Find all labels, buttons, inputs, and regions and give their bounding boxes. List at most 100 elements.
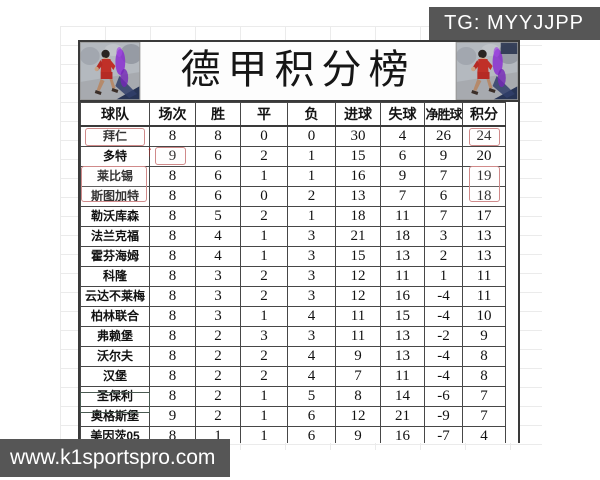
lost-cell: 3 xyxy=(287,225,336,247)
title-row: 德甲积分榜 xyxy=(80,42,518,102)
lost-cell: 2 xyxy=(287,185,336,207)
points-cell: 9 xyxy=(462,325,506,347)
col-header-goal-diff: 净胜球 xyxy=(424,102,463,127)
played-cell: 8 xyxy=(149,225,196,247)
goals-for-cell: 7 xyxy=(335,365,381,387)
goals-against-cell: 7 xyxy=(380,185,425,207)
lost-cell: 3 xyxy=(287,285,336,307)
goals-for-cell: 9 xyxy=(335,345,381,367)
goal-diff-cell: 7 xyxy=(424,205,463,227)
team-cell: 汉堡 xyxy=(80,365,150,387)
goal-diff-cell: 26 xyxy=(424,125,463,147)
goals-against-cell: 9 xyxy=(380,165,425,187)
goals-against-cell: 16 xyxy=(380,285,425,307)
table-row: 斯图加特 8 6 0 2 13 7 6 18 xyxy=(80,185,506,207)
goals-against-cell: 11 xyxy=(380,205,425,227)
points-cell: 13 xyxy=(462,245,506,267)
won-cell: 4 xyxy=(195,225,241,247)
goals-for-cell: 8 xyxy=(335,385,381,407)
goals-against-cell: 11 xyxy=(380,265,425,287)
drawn-cell: 1 xyxy=(240,245,288,267)
points-cell: 7 xyxy=(462,405,506,427)
team-cell: 勒沃库森 xyxy=(80,205,150,227)
table-row: 沃尔夫 8 2 2 4 9 13 -4 8 xyxy=(80,345,506,367)
points-cell: 10 xyxy=(462,305,506,327)
table-row: 霍芬海姆 8 4 1 3 15 13 2 13 xyxy=(80,245,506,267)
team-cell: 莱比锡 xyxy=(80,165,150,187)
team-cell: 云达不莱梅 xyxy=(80,285,150,307)
goal-diff-cell: 3 xyxy=(424,225,463,247)
lost-cell: 3 xyxy=(287,265,336,287)
lost-cell: 6 xyxy=(287,405,336,427)
won-cell: 3 xyxy=(195,305,241,327)
table-row: 拜仁 8 8 0 0 30 4 26 24 xyxy=(80,125,506,147)
goals-for-cell: 11 xyxy=(335,325,381,347)
points-cell: 20 xyxy=(462,145,506,167)
played-cell: 8 xyxy=(149,345,196,367)
goal-diff-cell: -7 xyxy=(424,425,463,443)
page-title: 德甲积分榜 xyxy=(180,47,416,92)
points-cell: 24 xyxy=(462,125,506,147)
drawn-cell: 1 xyxy=(240,385,288,407)
lost-cell: 4 xyxy=(287,345,336,367)
won-cell: 6 xyxy=(195,145,241,167)
table-row: 勒沃库森 8 5 2 1 18 11 7 17 xyxy=(80,205,506,227)
lost-cell: 4 xyxy=(287,305,336,327)
col-header-goals-for: 进球 xyxy=(335,102,381,127)
played-cell: 8 xyxy=(149,305,196,327)
goal-diff-cell: 7 xyxy=(424,165,463,187)
standings-table-block: 德甲积分榜 球队 场次 胜 平 负 进球 失球 净胜球 xyxy=(78,40,520,443)
goals-for-cell: 30 xyxy=(335,125,381,147)
won-cell: 2 xyxy=(195,325,241,347)
basketball-player-image-left xyxy=(80,42,141,100)
table-row: 圣保利 8 2 1 5 8 14 -6 7 xyxy=(80,385,506,407)
team-cell: 圣保利 xyxy=(80,385,150,407)
table-row: 柏林联合 8 3 1 4 11 15 -4 10 xyxy=(80,305,506,327)
goal-diff-cell: -4 xyxy=(424,305,463,327)
played-cell: 8 xyxy=(149,245,196,267)
won-cell: 3 xyxy=(195,265,241,287)
drawn-cell: 0 xyxy=(240,125,288,147)
lost-cell: 4 xyxy=(287,365,336,387)
lost-cell: 1 xyxy=(287,165,336,187)
goals-for-cell: 12 xyxy=(335,265,381,287)
won-cell: 8 xyxy=(195,125,241,147)
played-cell: 8 xyxy=(149,385,196,407)
drawn-cell: 3 xyxy=(240,325,288,347)
drawn-cell: 2 xyxy=(240,285,288,307)
goals-for-cell: 18 xyxy=(335,205,381,227)
col-header-lost: 负 xyxy=(287,102,336,127)
table-row: 汉堡 8 2 2 4 7 11 -4 8 xyxy=(80,365,506,387)
drawn-cell: 2 xyxy=(240,345,288,367)
goals-against-cell: 6 xyxy=(380,145,425,167)
goal-diff-cell: -2 xyxy=(424,325,463,347)
played-cell: 8 xyxy=(149,265,196,287)
lost-cell: 6 xyxy=(287,425,336,443)
goal-diff-cell: 6 xyxy=(424,185,463,207)
standings-table: 球队 场次 胜 平 负 进球 失球 净胜球 积分 拜仁 8 8 0 0 30 4… xyxy=(80,102,506,443)
team-cell: 霍芬海姆 xyxy=(80,245,150,267)
played-cell: 8 xyxy=(149,325,196,347)
table-body: 拜仁 8 8 0 0 30 4 26 24 多特 9 6 2 1 15 6 9 … xyxy=(80,125,506,443)
goal-diff-cell: 1 xyxy=(424,265,463,287)
drawn-cell: 1 xyxy=(240,165,288,187)
drawn-cell: 2 xyxy=(240,265,288,287)
col-header-won: 胜 xyxy=(195,102,241,127)
won-cell: 3 xyxy=(195,285,241,307)
team-cell: 弗赖堡 xyxy=(80,325,150,347)
played-cell: 8 xyxy=(149,125,196,147)
goal-diff-cell: -4 xyxy=(424,345,463,367)
col-header-drawn: 平 xyxy=(240,102,288,127)
table-row: 美因茨05 8 1 1 6 9 16 -7 4 xyxy=(80,425,506,443)
goals-against-cell: 11 xyxy=(380,365,425,387)
goals-for-cell: 15 xyxy=(335,245,381,267)
goals-against-cell: 4 xyxy=(380,125,425,147)
site-watermark-badge: www.k1sportspro.com xyxy=(0,439,231,477)
lost-cell: 5 xyxy=(287,385,336,407)
col-header-played: 场次 xyxy=(149,102,196,127)
won-cell: 6 xyxy=(195,165,241,187)
header-row: 球队 场次 胜 平 负 进球 失球 净胜球 积分 xyxy=(80,102,506,127)
lost-cell: 0 xyxy=(287,125,336,147)
team-cell: 拜仁 xyxy=(80,125,150,147)
col-header-points: 积分 xyxy=(462,102,506,127)
